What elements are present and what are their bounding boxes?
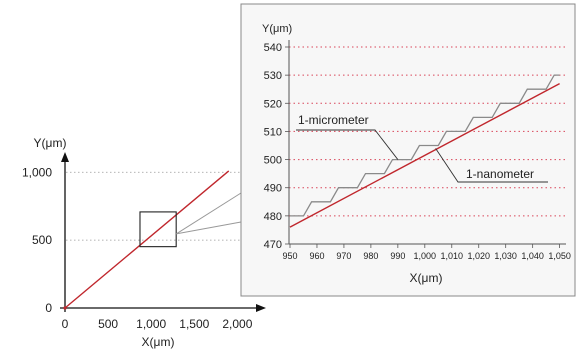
overview-x-tick-label: 2,000 [222,317,252,331]
zoom-y-tick-label: 510 [264,126,282,138]
overview-trajectory-line [64,170,230,309]
overview-origin-point [63,306,67,310]
annotation-micrometer-leader [296,129,399,160]
zoom-y-axis-label: Y(μm) [262,23,292,35]
annotation-nanometer-leader [435,148,548,183]
zoom-y-tick-label: 470 [264,239,282,251]
zoom-y-tick-label: 500 [264,155,282,167]
overview-y-arrow [61,152,69,162]
zoom-y-tick-label: 530 [264,70,282,82]
overview-zoom-box [139,211,177,248]
zoom-connectors [175,192,242,235]
overview-y-tick-label: 1,000 [22,165,52,179]
zoom-panel [240,3,576,297]
zoom-x-tick-label: 950 [282,251,297,261]
overview-x-tick-label: 1,000 [136,317,166,331]
annotation-micrometer-label: 1-micrometer [298,113,369,127]
zoom-y-tick-label: 540 [264,42,282,54]
zoom-x-tick-label: 1,040 [521,251,544,261]
overview-x-tick-label: 0 [62,317,69,331]
zoom-staircase-line [290,74,560,217]
zoom-chart: 950 960 970 980 990 1,000 1,010 1,020 1,030 1,040… [240,3,576,297]
zoom-x-tick-label: 1,010 [440,251,463,261]
zoom-connector-top [175,192,242,235]
overview-y-tick-label: 500 [32,233,52,247]
overview-x-tick-label: 1,500 [179,317,209,331]
zoom-trajectory-line [289,82,560,228]
zoom-x-axis-label: X(μm) [410,271,443,285]
zoom-y-tick-label: 490 [264,183,282,195]
zoom-x-tick-label: 1,000 [414,251,437,261]
zoom-x-tick-label: 1,030 [494,251,517,261]
zoom-x-tick-label: 970 [336,251,351,261]
zoom-x-tick-label: 960 [309,251,324,261]
zoom-x-tick-label: 990 [390,251,405,261]
overview-x-arrow [256,304,266,312]
overview-x-axis-label: X(μm) [142,335,175,349]
zoom-y-tick-label: 480 [264,211,282,223]
zoom-connector-bottom [176,221,242,235]
overview-chart: 0 500 1,000 1,500 2,000 0 500 1,000 Y(μm) X(μm) [22,136,266,349]
annotation-nanometer-label: 1-nanometer [466,167,534,181]
zoom-x-tick-label: 980 [363,251,378,261]
overview-y-tick-label: 0 [45,301,52,315]
zoom-x-tick-label: 1,020 [467,251,490,261]
zoom-y-tick-label: 520 [264,98,282,110]
overview-x-tick-label: 500 [98,317,118,331]
overview-y-axis-label: Y(μm) [34,136,67,150]
zoom-x-tick-label: 1,050 [548,251,571,261]
